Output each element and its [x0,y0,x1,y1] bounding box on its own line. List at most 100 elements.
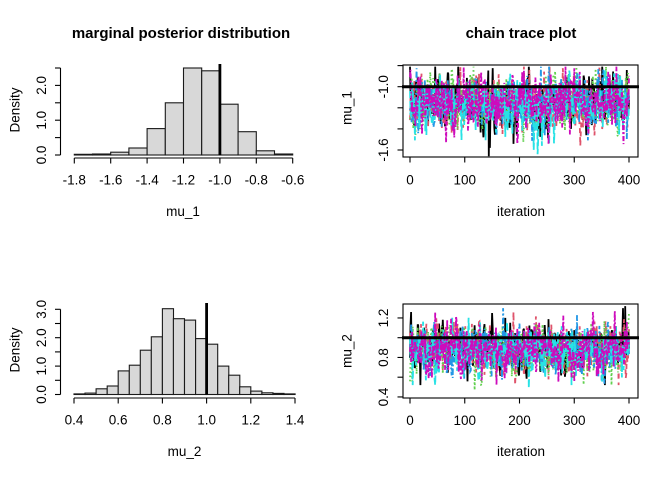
x-tick-label: -1.4 [135,173,159,188]
histogram-bars [73,308,296,396]
trace-chain-4 [409,308,630,384]
panel-trace-mu1: 0 100 200 300 400 -1.0 -1.6 chain trace plot i… [336,0,672,240]
tick-labels: 0 100 200 300 400 1.2 0.8 0.4 [376,309,640,428]
x-tick-label: -1.6 [99,173,122,188]
histogram-bar [206,343,219,396]
histogram-bar [128,364,141,396]
trace-chains [409,306,630,391]
y-tick-label: 1.0 [34,357,49,376]
x-tick-label: 100 [453,173,476,188]
tick-labels: -1.8 -1.6 -1.4 -1.2 -1.0 -0.8 -0.6 0.0 1.0 2.0 [34,76,304,187]
histogram-bar [272,392,285,396]
histogram-bar [283,393,296,396]
y-tick-label: 0.0 [34,146,49,165]
y-axis-label: Density [7,327,23,373]
x-tick-label: 300 [563,173,586,188]
axes [55,67,294,164]
histogram-bar [228,374,241,396]
y-tick-label: 2.0 [34,328,49,347]
histogram-bar [150,336,163,396]
y-tick-label: 3.0 [34,300,49,319]
histogram-bar [255,150,276,156]
tick-labels: 0 100 200 300 400 -1.0 -1.6 [376,75,640,187]
x-tick-label: 300 [563,413,586,428]
x-tick-label: 400 [618,413,641,428]
histogram-bar [73,393,86,396]
x-tick-label: 0 [406,173,414,188]
histogram-bar [106,385,119,396]
histogram-bar [217,365,230,396]
x-tick-label: 200 [508,173,531,188]
x-tick-label: 1.0 [197,413,216,428]
y-axis-label: mu_2 [339,334,355,368]
y-tick-label: 0.4 [376,387,391,406]
trace-chain-6 [409,310,630,386]
x-axis-label: iteration [496,444,546,459]
histogram-bar [239,386,252,396]
hist-mu2-plot: 0.4 0.6 0.8 1.0 1.2 1.4 0.0 1.0 2.0 3.0 [34,300,305,428]
x-tick-label: -0.6 [281,173,304,188]
trace-mu2-plot: 0 100 200 300 400 1.2 0.8 0.4 [376,303,640,428]
y-tick-label: 2.0 [34,76,49,95]
x-tick-label: 0.4 [65,413,84,428]
x-tick-label: 0.8 [153,413,172,428]
histogram-bar [164,102,185,156]
x-tick-label: 400 [618,173,641,188]
trace-mu1-plot: 0 100 200 300 400 -1.0 -1.6 [376,64,640,188]
x-tick-label: 1.4 [286,413,305,428]
y-tick-label: 1.0 [34,111,49,130]
histogram-bar [201,70,221,156]
histogram-bar [95,388,108,396]
x-tick-label: 1.2 [241,413,260,428]
panel-title: chain trace plot [465,25,577,42]
x-tick-label: -1.8 [63,173,86,188]
histogram-bar [172,318,186,396]
histogram-bar [237,131,257,156]
histogram-bar [146,128,166,156]
axes [397,64,639,163]
panel-title: marginal posterior distribution [71,25,291,42]
histogram-bar [183,319,197,396]
histogram-bar [110,151,130,156]
histogram-bar [250,390,263,396]
hist-mu1-plot: -1.8 -1.6 -1.4 -1.2 -1.0 -0.8 -0.6 0.0 1.0 2.0 [34,64,304,188]
axes [397,303,639,404]
trace-chains [409,66,630,157]
y-tick-label: 0.0 [34,385,49,404]
y-tick-label: -1.0 [376,75,391,98]
histogram-bar [91,153,112,156]
histogram-bar [261,392,274,396]
x-tick-label: 0 [406,413,414,428]
y-axis-label: mu_1 [339,91,355,125]
x-tick-label: -0.8 [245,173,268,188]
panel-hist-mu2: 0.4 0.6 0.8 1.0 1.2 1.4 0.0 1.0 2.0 3.0 mu_2 Dens… [0,240,336,480]
histogram-bar [84,392,97,396]
panel-trace-mu2: 0 100 200 300 400 1.2 0.8 0.4 iteration mu_2 [336,240,672,480]
tick-labels: 0.4 0.6 0.8 1.0 1.2 1.4 0.0 1.0 2.0 3.0 [34,300,305,428]
histogram-bar [273,153,294,156]
histogram-bar [195,338,208,396]
x-axis-label: mu_2 [167,444,202,459]
x-tick-label: -1.0 [208,173,231,188]
x-tick-label: -1.2 [172,173,195,188]
histogram-bar [73,153,94,156]
x-tick-label: 100 [453,413,476,428]
histogram-bar [128,147,148,156]
histogram-bar [139,349,152,396]
axes [55,308,296,404]
panel-hist-mu1: -1.8 -1.6 -1.4 -1.2 -1.0 -0.8 -0.6 0.0 1.0 2.0 ma… [0,0,336,240]
x-axis-label: iteration [496,204,546,219]
trace-chain-6 [409,66,630,145]
y-axis-label: Density [7,87,23,133]
histogram-bar [161,308,175,396]
histogram-bar [117,370,130,396]
x-tick-label: 0.6 [109,413,128,428]
y-tick-label: 1.2 [376,309,391,328]
histogram-bar [182,67,203,156]
x-tick-label: 200 [508,413,531,428]
x-axis-label: mu_1 [166,204,200,219]
y-tick-label: -1.6 [376,138,391,161]
histogram-bar [219,103,239,156]
y-tick-label: 0.8 [376,348,391,367]
